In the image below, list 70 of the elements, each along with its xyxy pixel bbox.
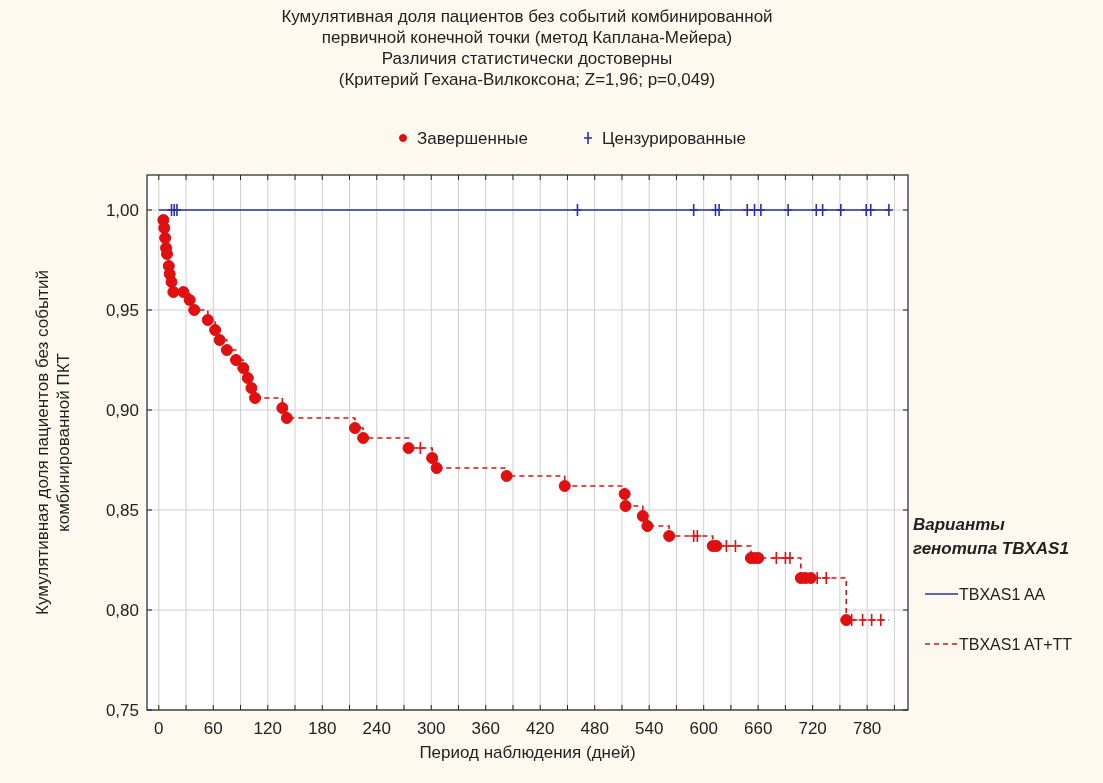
point — [241, 372, 254, 384]
point — [817, 203, 828, 217]
x-tick-label: 660 — [743, 719, 773, 738]
legend-label: TBXAS1 AT+TT — [959, 636, 1073, 653]
legend-label: TBXAS1 AA — [959, 586, 1046, 603]
legend-label: Завершенные — [417, 129, 529, 148]
point — [558, 480, 571, 492]
point — [357, 432, 370, 444]
point — [177, 286, 190, 298]
point — [500, 470, 513, 482]
y-tick-label: 0,75 — [105, 701, 139, 720]
point — [188, 304, 201, 316]
point — [276, 402, 289, 414]
chart-title: Кумулятивная доля пациентов без событий комбинированной первичной конечной точки (метод Каплана-Мейера) — [281, 7, 773, 47]
point — [749, 203, 760, 217]
point — [249, 392, 262, 404]
y-tick-label: 0,80 — [105, 601, 139, 620]
y-axis-title: Кумулятивная доля пациентов без событий комбинированной ПКТ — [33, 270, 73, 615]
point — [618, 488, 631, 500]
point — [213, 334, 226, 346]
chart-subtitle: Различия статистически достоверны — [381, 49, 673, 68]
x-tick-label: 780 — [852, 719, 882, 738]
point — [165, 276, 178, 288]
point — [742, 203, 753, 217]
legend-title: Варианты генотипа TBXAS1 — [913, 515, 1069, 558]
text: (Критерий Гехана-Вилкоксона; Z=1,96; p=0,049) — [338, 70, 716, 89]
x-tick-label: 120 — [253, 719, 282, 738]
y-tick-label: 1,00 — [105, 201, 139, 220]
x-tick-label: 240 — [362, 719, 391, 738]
point — [663, 530, 676, 542]
point — [220, 344, 233, 356]
point — [245, 382, 258, 394]
x-axis-title: Период наблюдения (дней) — [419, 743, 636, 762]
x-tick-label: 600 — [689, 719, 718, 738]
point — [402, 442, 415, 454]
x-tick-label: 360 — [471, 719, 500, 738]
point — [572, 203, 583, 217]
x-tick-label: 300 — [417, 719, 446, 738]
point — [783, 203, 793, 217]
point — [230, 354, 242, 366]
point — [641, 520, 654, 532]
x-tick-label: 180 — [308, 719, 337, 738]
point — [426, 452, 439, 464]
point — [201, 314, 214, 326]
point — [430, 462, 443, 474]
x-tick-label: 540 — [635, 719, 664, 738]
point — [756, 203, 766, 217]
x-tick-label: 480 — [580, 719, 609, 738]
point — [348, 422, 361, 434]
point — [209, 324, 222, 336]
x-tick-label: 60 — [203, 719, 223, 738]
point — [619, 500, 632, 512]
point — [237, 362, 250, 374]
point — [688, 203, 699, 217]
y-tick-label: 0,85 — [105, 501, 139, 520]
point — [167, 286, 180, 298]
legend-label: Цензурированные — [602, 129, 746, 148]
y-tick-label: 0,90 — [105, 401, 139, 420]
x-tick-label: 0 — [154, 719, 164, 738]
x-tick-label: 420 — [526, 719, 555, 738]
point — [280, 412, 293, 424]
point — [183, 294, 196, 306]
point — [714, 203, 724, 217]
point — [836, 203, 846, 217]
point — [636, 510, 649, 522]
point — [865, 203, 876, 217]
point — [884, 203, 894, 217]
y-tick-label: 0,95 — [105, 301, 139, 320]
point — [811, 203, 822, 217]
x-tick-label: 720 — [798, 719, 827, 738]
